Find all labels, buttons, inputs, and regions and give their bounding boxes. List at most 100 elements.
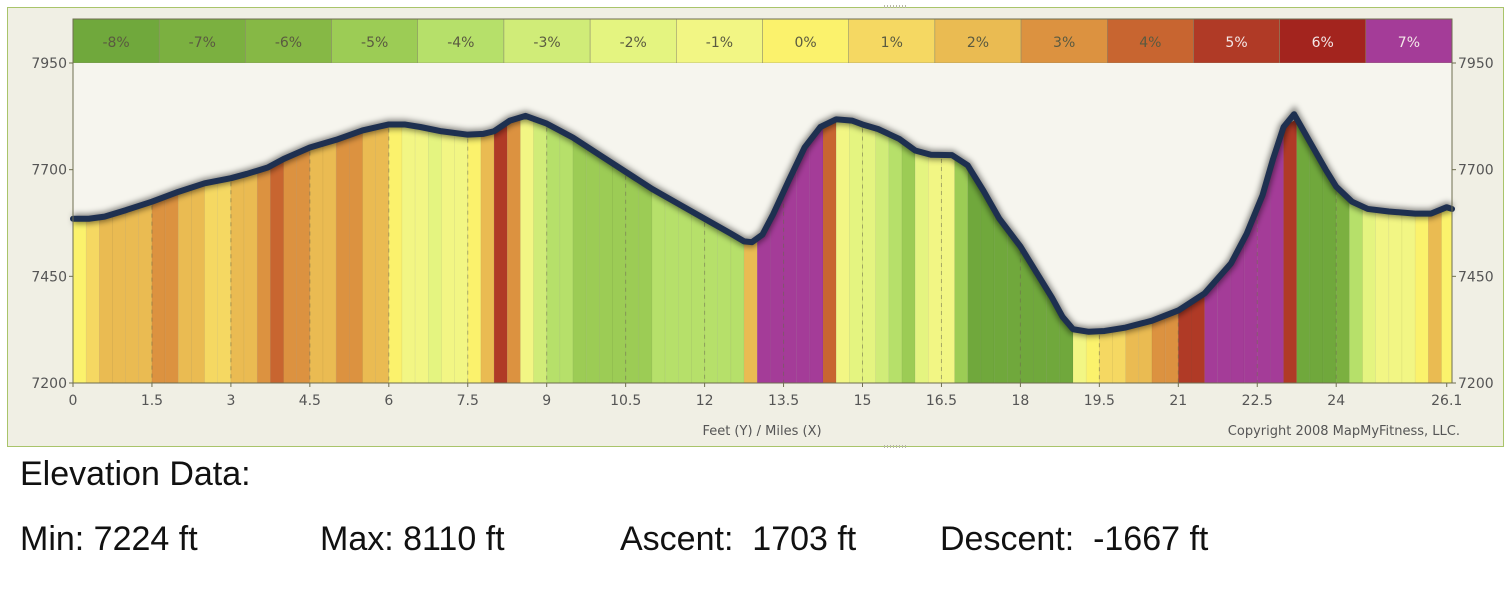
x-tick-label: 4.5 xyxy=(299,393,321,409)
grade-segment xyxy=(612,162,626,384)
y-tick-label-left: 7950 xyxy=(31,56,67,72)
legend-swatch xyxy=(1107,18,1194,64)
x-tick-label: 10.5 xyxy=(610,393,641,409)
y-tick-label-right: 7200 xyxy=(1458,376,1494,392)
x-tick-label: 7.5 xyxy=(457,393,479,409)
grade-segment xyxy=(243,170,258,384)
grade-segment xyxy=(309,143,324,384)
legend-label: -4% xyxy=(447,35,474,51)
grade-segment xyxy=(362,127,376,384)
x-tick-label: 3 xyxy=(226,393,235,409)
grade-segment xyxy=(651,188,666,384)
grade-segment xyxy=(625,171,640,384)
legend-label: 7% xyxy=(1398,35,1420,51)
x-tick-label: 6 xyxy=(384,393,393,409)
grade-segment xyxy=(441,130,455,384)
grade-segment xyxy=(1283,118,1297,384)
legend-label: 0% xyxy=(794,35,816,51)
grade-segment xyxy=(1335,186,1350,384)
grade-segment xyxy=(1164,310,1179,384)
grade-segment xyxy=(125,205,140,384)
legend-label: -6% xyxy=(275,35,302,51)
grade-segment xyxy=(888,133,903,384)
legend-swatch xyxy=(1365,18,1453,64)
y-tick-label-left: 7450 xyxy=(31,269,67,285)
grade-segment xyxy=(796,139,811,384)
legend-label: -8% xyxy=(102,35,129,51)
grade-segment xyxy=(730,233,745,384)
y-tick-label-right: 7450 xyxy=(1458,269,1494,285)
y-tick-label-right: 7950 xyxy=(1458,56,1494,72)
grade-segment xyxy=(704,218,719,384)
grade-segment xyxy=(822,118,837,384)
grade-segment xyxy=(1309,140,1324,384)
copyright-text: Copyright 2008 MapMyFitness, LLC. xyxy=(1228,424,1460,439)
grade-segment xyxy=(1362,206,1376,384)
grade-segment xyxy=(638,179,653,384)
elevation-chart: -8% -7% -6% -5% -4% -3% -2% -1% 0% 1% 2% 3% 4% 5% 6% 7%… xyxy=(31,18,1494,439)
grade-segment xyxy=(414,125,429,384)
legend-label: 1% xyxy=(881,35,903,51)
legend-label: 2% xyxy=(967,35,989,51)
grade-segment xyxy=(1085,330,1100,384)
grade-segment xyxy=(520,117,534,384)
grade-segment xyxy=(401,124,416,384)
grade-segment xyxy=(809,125,824,384)
grade-segment xyxy=(1296,117,1311,384)
resize-grip-top[interactable] xyxy=(884,5,906,8)
x-tick-label: 24 xyxy=(1327,393,1345,409)
legend-label: -1% xyxy=(706,35,733,51)
grade-segment xyxy=(993,208,1008,384)
grade-segment xyxy=(678,203,692,384)
x-tick-label: 13.5 xyxy=(768,393,799,409)
legend-label: 4% xyxy=(1139,35,1161,51)
legend-swatch xyxy=(1279,18,1367,64)
grade-segment xyxy=(270,158,284,384)
legend-label: 5% xyxy=(1225,35,1247,51)
grade-segment xyxy=(349,130,363,384)
legend-swatch xyxy=(1193,18,1280,64)
x-tick-label: 1.5 xyxy=(141,393,163,409)
x-tick-label: 19.5 xyxy=(1084,393,1115,409)
x-tick-label: 12 xyxy=(696,393,714,409)
grade-segment xyxy=(756,218,771,384)
grade-segment xyxy=(1441,208,1453,384)
grade-segment xyxy=(1151,315,1166,384)
grade-segment xyxy=(1428,209,1442,384)
grade-segment xyxy=(1072,328,1087,384)
grade-segment xyxy=(99,213,113,384)
grade-segment xyxy=(954,156,969,384)
grade-segment xyxy=(901,140,916,384)
grade-segment xyxy=(138,201,153,384)
legend-label: 3% xyxy=(1053,35,1075,51)
grade-segment xyxy=(1349,198,1363,384)
grade-segment xyxy=(85,217,100,384)
grade-segment xyxy=(914,150,929,384)
legend-swatch xyxy=(934,18,1022,64)
grade-segment xyxy=(717,225,732,384)
grade-segment xyxy=(375,124,390,384)
grade-segment xyxy=(941,154,955,384)
grade-segment xyxy=(480,130,495,384)
grade-segment xyxy=(322,139,337,384)
grade-segment xyxy=(967,164,982,384)
grade-segment xyxy=(191,182,205,384)
elevation-ascent: Ascent: 1703 ft xyxy=(620,520,857,558)
legend-swatch xyxy=(762,18,849,64)
grade-segment xyxy=(691,210,705,384)
y-tick-label-right: 7700 xyxy=(1458,163,1494,179)
x-tick-label: 26.1 xyxy=(1431,393,1462,409)
grade-segment xyxy=(506,117,521,384)
grade-segment xyxy=(256,165,271,384)
grade-segment xyxy=(1322,164,1337,384)
elevation-max: Max: 8110 ft xyxy=(320,520,505,558)
resize-grip-bottom[interactable] xyxy=(884,445,906,448)
x-tick-label: 15 xyxy=(854,393,872,409)
grade-segment xyxy=(388,124,403,384)
grade-segment xyxy=(980,185,995,384)
elevation-heading: Elevation Data: xyxy=(20,455,251,493)
grade-segment xyxy=(862,124,876,384)
grade-segment xyxy=(1388,211,1403,384)
legend-swatch xyxy=(589,18,677,64)
grade-segment xyxy=(72,218,87,384)
